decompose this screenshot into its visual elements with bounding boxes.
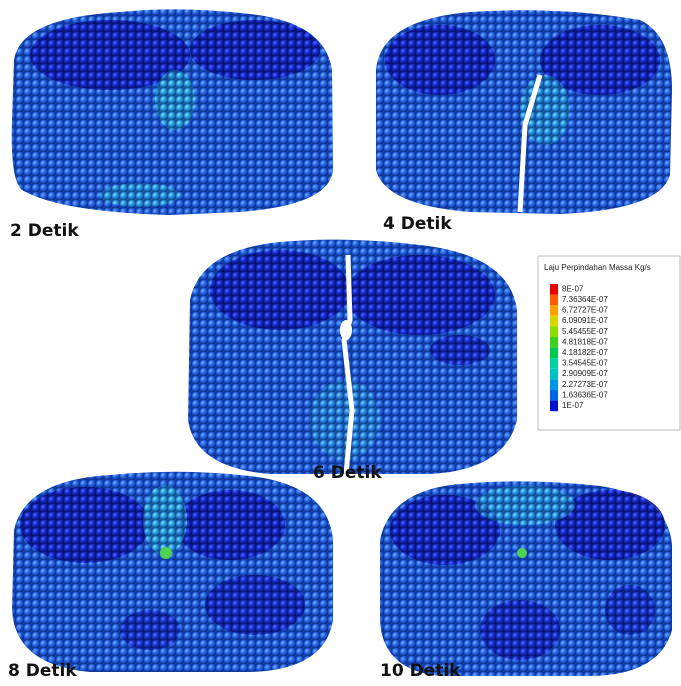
legend: Laju Perpindahan Massa Kg/s 8E-07 7.36364… [537,255,681,431]
legend-title: Laju Perpindahan Massa Kg/s [544,263,651,272]
particle-render [380,481,672,676]
time-label: 6 Detik [313,463,382,483]
legend-swatch [550,379,558,390]
legend-swatch [550,337,558,348]
legend-label: 3.54545E-07 [562,359,608,368]
legend-swatch [550,305,558,316]
particle-render [376,10,672,215]
time-label: 4 Detik [383,214,452,234]
legend-label: 8E-07 [562,284,584,293]
legend-swatch [550,294,558,306]
legend-swatch [550,284,558,295]
legend-swatch [550,390,558,401]
legend-swatch [550,347,558,359]
legend-box [537,255,681,431]
legend-label: 2.27273E-07 [562,380,608,389]
legend-swatch [550,326,558,337]
legend-label: 1E-07 [562,401,584,410]
legend-label: 6.09091E-07 [562,316,608,325]
time-label: 10 Detik [380,661,461,681]
particle-render [188,239,517,475]
legend-swatch [550,368,558,380]
legend-label: 5.45455E-07 [562,327,608,336]
legend-label: 2.90909E-07 [562,369,608,378]
legend-label: 1.63636E-07 [562,390,608,399]
legend-label: 4.18182E-07 [562,348,608,357]
time-label: 2 Detik [10,221,79,241]
legend-swatch [550,315,558,327]
particle-render [11,9,333,215]
legend-label: 7.36364E-07 [562,295,608,304]
legend-label: 4.81818E-07 [562,337,608,346]
legend-label: 6.72727E-07 [562,306,608,315]
legend-swatch [550,400,558,412]
time-label: 8 Detik [8,661,77,681]
particle-render [12,471,333,672]
legend-swatch [550,358,558,369]
